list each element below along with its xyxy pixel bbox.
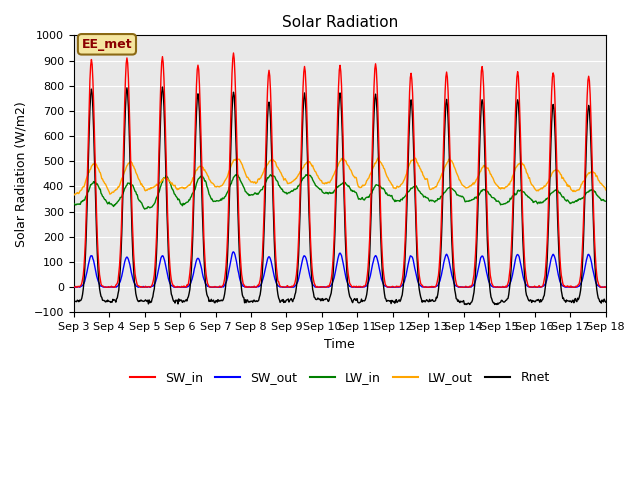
X-axis label: Time: Time (324, 337, 355, 351)
Text: EE_met: EE_met (82, 38, 132, 51)
Y-axis label: Solar Radiation (W/m2): Solar Radiation (W/m2) (15, 101, 28, 247)
Title: Solar Radiation: Solar Radiation (282, 15, 398, 30)
Legend: SW_in, SW_out, LW_in, LW_out, Rnet: SW_in, SW_out, LW_in, LW_out, Rnet (125, 366, 555, 389)
